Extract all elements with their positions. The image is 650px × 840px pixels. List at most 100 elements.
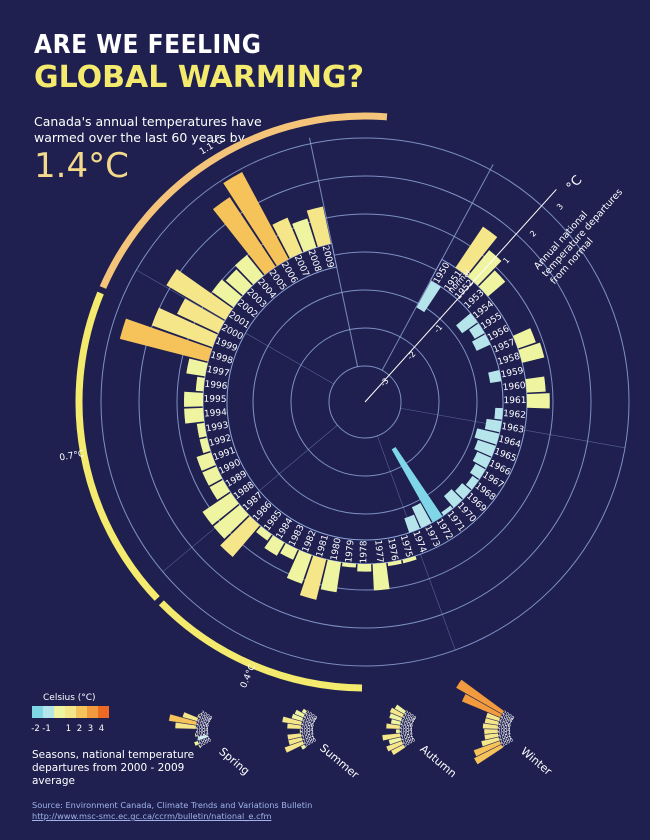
bar: [223, 171, 289, 267]
legend-label: 2: [76, 724, 83, 734]
year-label: 1980: [330, 537, 344, 562]
bar: [391, 447, 443, 523]
bar: [416, 280, 441, 313]
season-bar: [390, 744, 406, 756]
year-label: 1977: [372, 540, 384, 564]
season-year-label: 2007: [400, 717, 414, 727]
season-bar: [473, 744, 504, 765]
legend-labels: -2 -1 1 2 3 4: [30, 724, 107, 734]
year-label: 1962: [503, 409, 527, 421]
bar: [488, 369, 502, 383]
decade-arc: [75, 291, 160, 601]
bar: [119, 318, 213, 362]
subtitle: Canada's annual temperatures have warmed…: [34, 114, 262, 145]
bar: [320, 559, 342, 593]
axis-caption-text: Annual nationaltemperature departuresfro…: [532, 179, 633, 286]
season-year-label: 2008: [402, 713, 416, 724]
bar: [404, 514, 420, 533]
legend-swatch: [98, 706, 109, 718]
season-year-label: 2003: [498, 730, 512, 738]
season-bar: [294, 709, 306, 718]
season-bar: [196, 713, 201, 718]
bar: [342, 562, 357, 568]
legend-swatch: [65, 706, 76, 718]
season-year-label: 2003: [301, 730, 315, 738]
season-bar: [482, 722, 499, 730]
season-year-label: 2003: [196, 730, 210, 738]
bar: [213, 504, 249, 539]
bar: [177, 298, 225, 334]
bar: [306, 206, 331, 248]
bar: [402, 555, 417, 564]
season-bar: [381, 732, 401, 741]
decade-arc-label: 0.4°C: [239, 663, 258, 690]
title-line-2: GLOBAL WARMING?: [34, 60, 365, 95]
decade-arc-label: 0.7°C: [59, 449, 86, 463]
season-year-label: 2001: [197, 735, 211, 745]
bar: [286, 550, 312, 584]
axis-tick: -1: [432, 323, 444, 335]
season-year-label: 2000: [303, 737, 317, 749]
season-name: Autumn: [417, 742, 459, 780]
bar: [299, 555, 327, 600]
season-name: Summer: [317, 741, 361, 781]
axis-caption-line: temperature departures: [540, 187, 625, 280]
grid-ring: [290, 327, 440, 477]
season-year-label: 2002: [196, 733, 210, 742]
season-bar: [455, 679, 505, 715]
bar: [474, 428, 500, 445]
axis-unit: °C: [564, 173, 586, 195]
season-bar: [390, 718, 402, 726]
season-year-label: 2006: [400, 720, 414, 729]
season-bar: [291, 713, 304, 722]
axis-line: [364, 189, 557, 403]
axis-tick: 2: [528, 229, 538, 239]
year-label: 1997: [206, 365, 230, 379]
season-year-label: 2004: [196, 728, 209, 734]
source-credit: Source: Environment Canada, Climate Tren…: [32, 800, 312, 822]
season-bar: [485, 712, 501, 722]
legend-title: Celsius (°C): [43, 693, 96, 703]
bar: [469, 463, 486, 480]
season-year-label: 2002: [301, 733, 315, 742]
bar: [184, 391, 204, 407]
bar: [272, 217, 303, 259]
bar: [166, 269, 233, 320]
season-year-label: 2006: [498, 720, 512, 729]
axis-tick: -3: [379, 376, 391, 388]
bar: [441, 505, 453, 516]
decade-arc: [99, 112, 388, 289]
legend-label: -2: [31, 724, 40, 734]
bar: [234, 254, 264, 285]
season-year-label: 2005: [300, 724, 313, 731]
season-bar: [174, 722, 197, 730]
season-year-label: 2001: [302, 735, 316, 745]
season-bar: [194, 732, 197, 738]
grid-ring: [138, 175, 592, 629]
season-year-label: 2009: [403, 710, 417, 722]
bar: [199, 437, 211, 454]
season-year-label: 2005: [497, 724, 510, 731]
bar: [357, 563, 372, 572]
source-link[interactable]: http://www.msc-smc.ec.gc.ca/ccrm/bulleti…: [32, 811, 272, 821]
axis-tick: 3: [555, 202, 565, 212]
season-year-label: 2008: [500, 713, 514, 724]
season-bar: [385, 740, 404, 752]
bar: [211, 279, 242, 308]
season-bar: [287, 732, 302, 741]
season-year-label: 2001: [499, 735, 513, 745]
season-year-label: 2000: [402, 737, 416, 749]
season-bar: [483, 728, 499, 735]
season-year-label: 2001: [401, 735, 415, 745]
bar: [474, 439, 496, 457]
bar: [195, 376, 205, 392]
season-bar: [200, 711, 204, 715]
season-bar: [301, 708, 308, 715]
legend-swatch: [32, 706, 43, 718]
bar: [472, 451, 492, 469]
season-bar: [286, 723, 302, 730]
legend-label: 4: [98, 724, 105, 734]
legend-label: -1: [42, 724, 51, 734]
